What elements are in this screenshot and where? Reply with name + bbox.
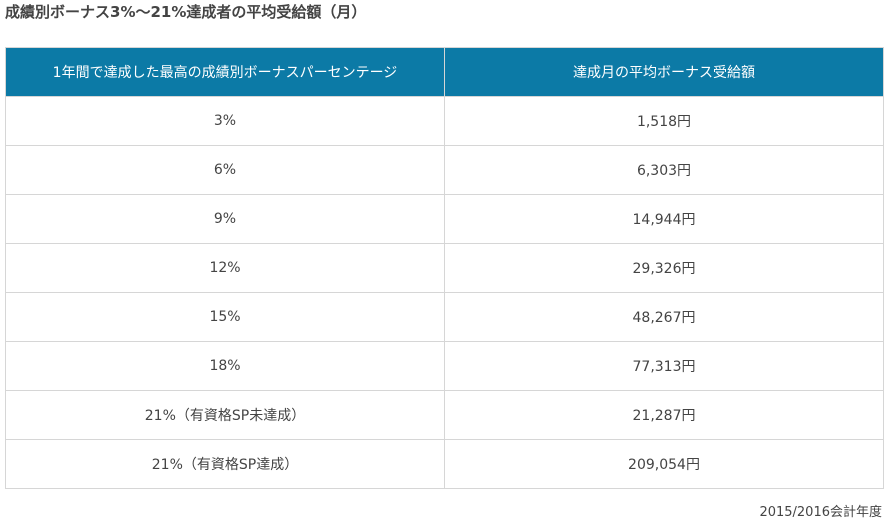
amount-cell: 6,303円: [444, 145, 884, 195]
percentage-cell: 9%: [5, 194, 445, 244]
amount-cell: 48,267円: [444, 292, 884, 342]
table-row: 21%（有資格SP未達成） 21,287円: [5, 390, 884, 440]
table-row: 3% 1,518円: [5, 96, 884, 146]
percentage-cell: 18%: [5, 341, 445, 391]
column-header-percentage: 1年間で達成した最高の成績別ボーナスパーセンテージ: [5, 47, 445, 97]
amount-cell: 21,287円: [444, 390, 884, 440]
table-row: 15% 48,267円: [5, 292, 884, 342]
table-row: 6% 6,303円: [5, 145, 884, 195]
table-row: 9% 14,944円: [5, 194, 884, 244]
fiscal-year-note: 2015/2016会計年度: [759, 505, 882, 520]
percentage-cell: 21%（有資格SP未達成）: [5, 390, 445, 440]
amount-cell: 29,326円: [444, 243, 884, 293]
percentage-cell: 12%: [5, 243, 445, 293]
percentage-cell: 15%: [5, 292, 445, 342]
bonus-table: 1年間で達成した最高の成績別ボーナスパーセンテージ 達成月の平均ボーナス受給額 …: [5, 47, 884, 489]
table-row: 21%（有資格SP達成） 209,054円: [5, 439, 884, 489]
amount-cell: 1,518円: [444, 96, 884, 146]
amount-cell: 209,054円: [444, 439, 884, 489]
column-header-average-amount: 達成月の平均ボーナス受給額: [444, 47, 884, 97]
amount-cell: 77,313円: [444, 341, 884, 391]
percentage-cell: 3%: [5, 96, 445, 146]
table-header-row: 1年間で達成した最高の成績別ボーナスパーセンテージ 達成月の平均ボーナス受給額: [5, 47, 884, 97]
table-row: 12% 29,326円: [5, 243, 884, 293]
amount-cell: 14,944円: [444, 194, 884, 244]
table-row: 18% 77,313円: [5, 341, 884, 391]
page-title: 成績別ボーナス3%〜21%達成者の平均受給額（月）: [5, 3, 367, 21]
percentage-cell: 21%（有資格SP達成）: [5, 439, 445, 489]
percentage-cell: 6%: [5, 145, 445, 195]
